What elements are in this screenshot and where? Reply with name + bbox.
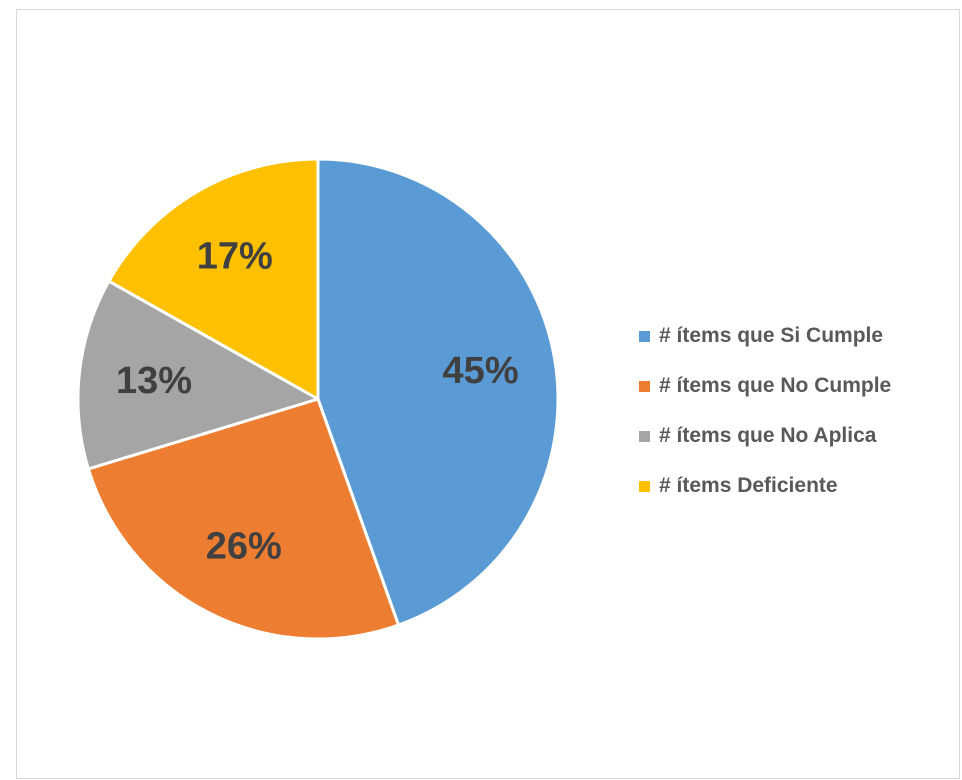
legend-item-no-aplica: # ítems que No Aplica xyxy=(639,411,891,461)
legend-swatch xyxy=(639,330,650,342)
pie-chart: 45% 26% 13% 17% xyxy=(76,157,560,641)
pie-slice-no-aplica xyxy=(76,279,320,471)
legend-swatch xyxy=(639,430,650,442)
legend-item-no-cumple: # ítems que No Cumple xyxy=(639,361,891,411)
pie-slice-si-cumple xyxy=(316,157,560,627)
chart-area: 45% 26% 13% 17% # ítems que Si Cumple # ítem… xyxy=(16,9,960,779)
legend-label: # ítems que No Aplica xyxy=(659,424,877,447)
data-label-no-cumple: 26% xyxy=(206,525,282,567)
legend-label: # ítems Deficiente xyxy=(659,474,838,497)
chart-legend: # ítems que Si Cumple # ítems que No Cump… xyxy=(639,311,891,511)
pie-slice-deficiente xyxy=(107,157,320,401)
data-label-deficiente: 17% xyxy=(197,236,273,278)
legend-label: # ítems que No Cumple xyxy=(659,374,892,397)
legend-swatch xyxy=(639,480,650,492)
data-label-no-aplica: 13% xyxy=(116,360,192,402)
legend-item-si-cumple: # ítems que Si Cumple xyxy=(639,311,891,361)
legend-label: # ítems que Si Cumple xyxy=(659,324,884,347)
legend-swatch xyxy=(639,380,650,392)
data-label-si-cumple: 45% xyxy=(443,350,519,392)
legend-item-deficiente: # ítems Deficiente xyxy=(639,461,891,511)
pie-slice-no-cumple xyxy=(86,397,401,641)
